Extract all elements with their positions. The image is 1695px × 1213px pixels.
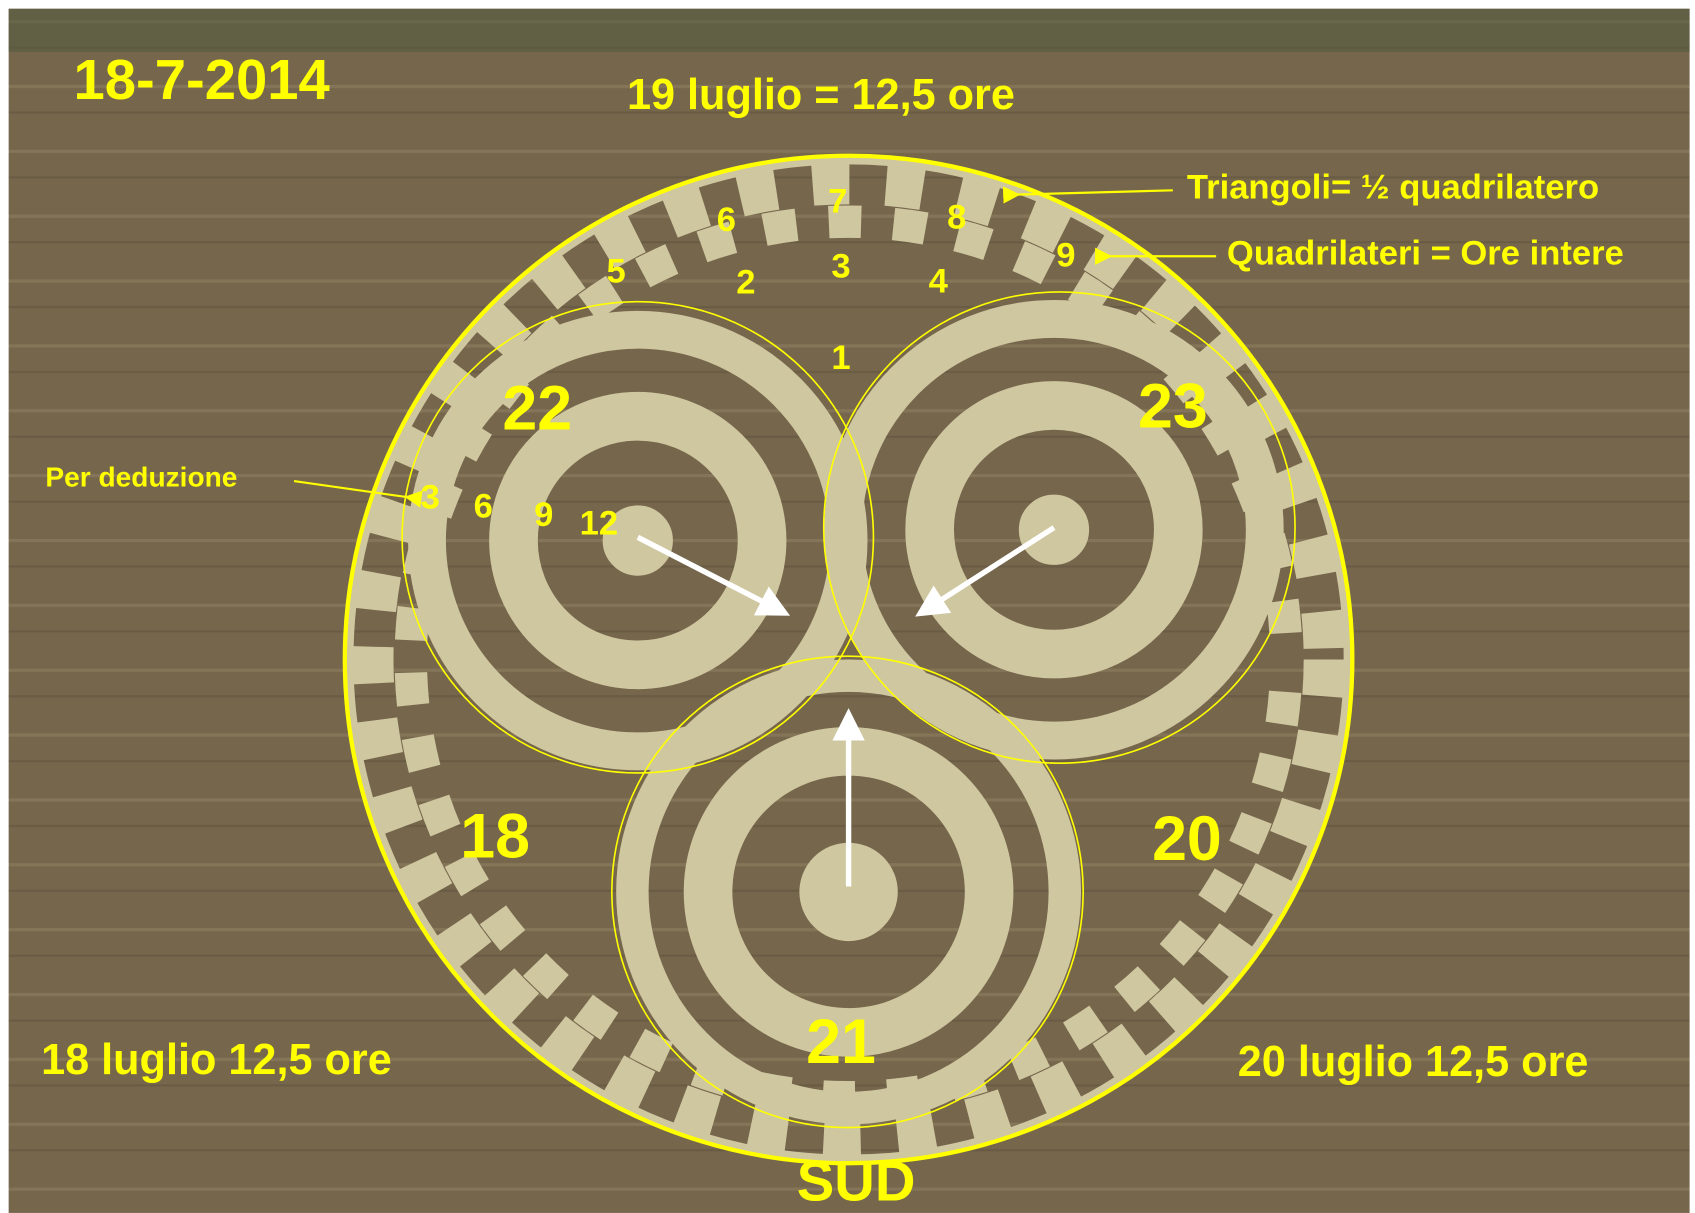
outer-band bbox=[344, 155, 1353, 1164]
hour-number: 7 bbox=[828, 182, 847, 220]
circle-label: 22 bbox=[502, 374, 572, 444]
arrow bbox=[915, 525, 1056, 617]
hour-number: 9 bbox=[1056, 236, 1075, 274]
circle-label: 23 bbox=[1138, 371, 1208, 441]
pointer bbox=[1002, 186, 1173, 204]
pointer bbox=[293, 480, 423, 508]
circle-left bbox=[401, 300, 875, 774]
checker-ring bbox=[352, 163, 1345, 1156]
pointer-lines bbox=[293, 186, 1217, 508]
circle-right bbox=[822, 291, 1296, 765]
circle-label: 20 bbox=[1152, 804, 1222, 874]
annotation: Per deduzione bbox=[45, 461, 237, 492]
clock-number: 6 bbox=[474, 487, 493, 525]
bottom-right-label: 20 luglio 12,5 ore bbox=[1238, 1038, 1589, 1086]
rings-right bbox=[824, 300, 1284, 760]
hour-number: 1 bbox=[831, 339, 850, 377]
clock-number: 3 bbox=[421, 479, 440, 517]
hour-number: 8 bbox=[947, 199, 966, 237]
yellow-circles bbox=[342, 153, 1355, 1166]
outer-circle bbox=[342, 153, 1355, 1166]
annotation: Quadrilateri = Ore intere bbox=[1227, 234, 1624, 272]
hour-number: 4 bbox=[929, 262, 949, 300]
circle-bottom bbox=[611, 655, 1084, 1129]
date: 18-7-2014 bbox=[74, 48, 330, 111]
circle-label: 18 bbox=[460, 802, 530, 872]
arrows bbox=[636, 525, 1056, 887]
field-edge bbox=[8, 8, 1690, 52]
clock-number: 9 bbox=[534, 496, 553, 534]
hour-number: 2 bbox=[736, 264, 755, 302]
clock-number: 12 bbox=[580, 505, 618, 543]
south-label: SUD bbox=[797, 1150, 916, 1213]
hour-number: 5 bbox=[607, 253, 626, 291]
hour-number: 3 bbox=[831, 247, 850, 285]
bottom-left-label: 18 luglio 12,5 ore bbox=[41, 1036, 392, 1084]
hour-number: 6 bbox=[717, 201, 736, 239]
circle-label: 21 bbox=[806, 1007, 876, 1077]
annotation: Triangoli= ½ quadrilatero bbox=[1187, 168, 1599, 206]
clock-numbers: 3 6 9 12 bbox=[421, 479, 618, 543]
hour-numbers: 1 2 3 4 5 6 7 8 9 bbox=[607, 182, 1076, 377]
arrow bbox=[636, 534, 791, 616]
top-label: 19 luglio = 12,5 ore bbox=[627, 71, 1015, 119]
circle-labels: 22 23 21 18 20 bbox=[460, 371, 1222, 1077]
